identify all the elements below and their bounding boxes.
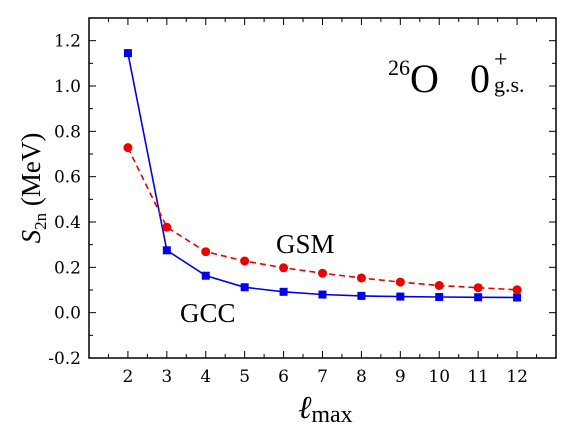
x-tick-label: 9 [395,367,406,387]
data-point-gsm [512,285,522,295]
data-point-gsm [395,277,405,287]
x-tick-label: 12 [506,367,528,387]
y-tick-label: 0.8 [54,122,81,142]
mass-number: 26 [388,55,410,80]
y-axis-symbol: S [16,229,46,243]
x-tick-label: 4 [200,367,211,387]
data-point-gcc [201,271,210,280]
data-point-gcc [123,49,132,58]
x-axis-title: ℓmax [298,389,353,428]
x-tick-label: 7 [317,367,328,387]
series-layer [123,49,522,302]
state-sup: + [494,47,508,73]
data-point-gsm [240,256,250,266]
element-symbol: O [410,56,439,101]
data-point-gsm [356,273,366,283]
data-point-gsm [473,283,483,293]
x-tick-label: 8 [356,367,367,387]
data-point-gcc [279,287,288,296]
y-axis-subscript: 2n [31,212,50,230]
tick-labels: 2 3 4 5 6 7 8 9 10 11 12 -0.2 0.0 0.2 0.4 0.6 0.8 1.0 1.2 [48,32,528,387]
y-tick-label: 0.4 [54,213,81,233]
data-point-gcc [318,290,327,299]
data-point-gcc [396,292,405,301]
series-label-gsm: GSM [276,229,335,259]
y-tick-label: 1.0 [54,77,81,97]
y-tick-label: -0.2 [48,349,81,369]
nucleus-annotation: 26O [388,55,439,101]
x-axis-subscript: max [311,402,352,428]
data-point-gsm [123,143,133,153]
data-point-gsm [318,268,327,278]
data-point-gsm [162,222,172,232]
state-number: 0 [470,56,490,101]
y-axis-title: S2n (MeV) [16,133,50,244]
y-tick-label: 0.6 [54,168,81,188]
series-line-gcc [127,52,518,299]
ticks [89,18,556,359]
x-tick-label: 2 [123,367,134,387]
x-axis-symbol: ℓ [298,389,312,425]
y-tick-label: 0.2 [54,258,81,278]
data-point-gsm [279,263,289,273]
x-tick-label: 11 [467,367,489,387]
data-point-gcc [162,246,171,255]
data-point-gcc [513,293,522,302]
y-tick-label: 1.2 [54,32,81,52]
state-sub: g.s. [494,72,525,97]
state-annotation: 0 [470,56,490,101]
y-axis-unit: (MeV) [16,133,46,213]
x-tick-label: 6 [278,367,289,387]
x-tick-label: 10 [428,367,450,387]
data-point-gcc [474,293,483,302]
data-point-gsm [434,280,444,290]
data-point-gcc [435,293,444,302]
data-point-gsm [201,247,211,257]
x-tick-label: 3 [161,367,172,387]
data-point-gcc [240,283,249,292]
series-label-gcc: GCC [180,298,236,328]
series-line-gsm [127,147,518,291]
y-tick-label: 0.0 [54,304,81,324]
x-tick-label: 5 [239,367,250,387]
data-point-gcc [357,291,366,300]
